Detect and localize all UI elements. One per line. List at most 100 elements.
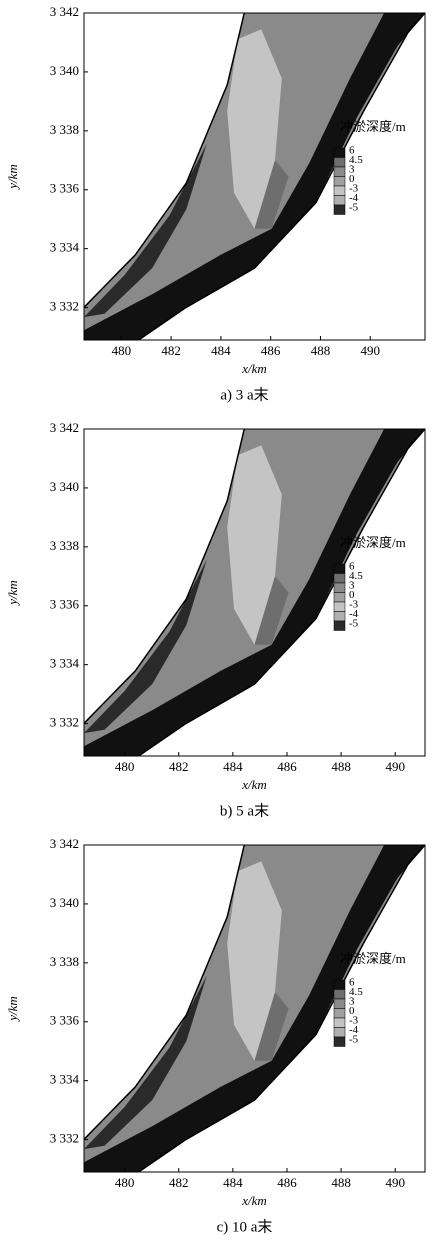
x-tick-label: 486 xyxy=(261,343,281,358)
panel: 480 482 484 486 488 490 3 332 3 334 3 336 3 338 3 … xyxy=(5,836,426,1235)
y-axis-label: y/km xyxy=(5,580,20,607)
x-axis-label: x/km xyxy=(241,1193,267,1208)
y-tick-label: 3 332 xyxy=(50,715,79,730)
y-axis-label: y/km xyxy=(5,996,20,1023)
bank-line xyxy=(138,13,425,340)
legend-label: -4 xyxy=(349,608,359,620)
sand-bar xyxy=(227,445,282,645)
y-tick-label: 3 336 xyxy=(50,1013,80,1028)
y-tick-label: 3 334 xyxy=(50,1072,80,1087)
legend-label: -4 xyxy=(349,192,359,204)
legend-swatch xyxy=(333,620,346,631)
legend-swatch xyxy=(333,1017,346,1028)
legend-swatch xyxy=(333,998,346,1009)
legend-label: 3 xyxy=(349,164,355,176)
x-tick-label: 488 xyxy=(311,343,331,358)
y-tick-label: 3 336 xyxy=(50,597,80,612)
y-tick-label: 3 342 xyxy=(50,4,79,19)
legend-swatch xyxy=(333,573,346,584)
bank-line xyxy=(84,13,246,308)
legend-swatch xyxy=(333,611,346,622)
legend-label: 6 xyxy=(349,977,355,989)
x-tick-label: 484 xyxy=(223,1175,243,1190)
legend-swatch xyxy=(333,979,346,990)
legend-swatch xyxy=(333,1008,346,1019)
y-tick-label: 3 332 xyxy=(50,299,79,314)
deep-channel xyxy=(84,845,425,1172)
legend-label: 0 xyxy=(349,589,355,601)
x-tick-label: 480 xyxy=(115,759,135,774)
x-tick-label: 480 xyxy=(115,1175,135,1190)
x-tick-label: 482 xyxy=(169,1175,189,1190)
x-axis-label: x/km xyxy=(241,777,267,792)
legend-label: -3 xyxy=(349,1015,359,1027)
bank-line xyxy=(84,429,246,724)
y-tick-label: 3 338 xyxy=(50,954,79,969)
legend-swatch xyxy=(333,204,346,215)
legend-swatch xyxy=(333,166,346,177)
panel: 480 482 484 486 488 490 3 332 3 334 3 336 3 338 3 … xyxy=(5,4,426,403)
bank-line xyxy=(138,845,425,1172)
legend-swatch xyxy=(333,147,346,158)
legend-label: -3 xyxy=(349,599,359,611)
legend-swatch xyxy=(333,157,346,168)
y-tick-label: 3 340 xyxy=(50,479,79,494)
x-tick-label: 490 xyxy=(360,343,380,358)
y-tick-label: 3 334 xyxy=(50,656,80,671)
panel: 480 482 484 486 488 490 3 332 3 334 3 336 3 338 3 … xyxy=(5,420,426,819)
deep-channel xyxy=(84,13,425,340)
legend-swatch xyxy=(333,989,346,1000)
y-tick-label: 3 342 xyxy=(50,836,79,851)
legend-label: 3 xyxy=(349,580,355,592)
x-tick-label: 486 xyxy=(277,759,297,774)
legend-label: 4.5 xyxy=(349,570,363,582)
legend-swatch xyxy=(333,592,346,603)
contour-field xyxy=(84,13,425,340)
sand-bar xyxy=(227,29,282,229)
bar-edge xyxy=(254,576,289,645)
y-tick-label: 3 340 xyxy=(50,63,79,78)
plot-frame xyxy=(83,12,426,341)
y-tick-label: 3 338 xyxy=(50,538,79,553)
x-tick-label: 484 xyxy=(211,343,231,358)
x-tick-label: 486 xyxy=(277,1175,297,1190)
plot-frame xyxy=(83,844,426,1173)
plot-frame xyxy=(83,428,426,757)
x-tick-label: 482 xyxy=(169,759,189,774)
legend-swatch xyxy=(333,582,346,593)
contour-field xyxy=(84,845,425,1172)
legend-title: 冲淤深度/m xyxy=(340,951,406,966)
legend-label: -3 xyxy=(349,183,359,195)
x-tick-label: 480 xyxy=(112,343,132,358)
legend-label: 0 xyxy=(349,173,355,185)
bar-edge xyxy=(254,160,289,229)
panel-caption: a) 3 a末 xyxy=(220,386,268,403)
x-tick-label: 484 xyxy=(223,759,243,774)
deep-channel xyxy=(84,429,425,756)
legend-label: 6 xyxy=(349,561,355,573)
bank-line xyxy=(138,429,425,756)
legend-swatch xyxy=(333,1027,346,1038)
legend-title: 冲淤深度/m xyxy=(340,119,406,134)
x-axis-label: x/km xyxy=(241,361,267,376)
panel-caption: b) 5 a末 xyxy=(220,802,269,819)
legend-label: 4.5 xyxy=(349,154,363,166)
x-tick-label: 482 xyxy=(161,343,181,358)
legend-swatch xyxy=(333,563,346,574)
y-tick-label: 3 338 xyxy=(50,122,79,137)
y-axis-label: y/km xyxy=(5,164,20,191)
x-tick-label: 490 xyxy=(385,1175,405,1190)
legend-swatch xyxy=(333,1036,346,1047)
y-tick-label: 3 332 xyxy=(50,1131,79,1146)
y-tick-label: 3 334 xyxy=(50,240,80,255)
legend-label: 3 xyxy=(349,996,355,1008)
legend-label: 0 xyxy=(349,1005,355,1017)
legend-swatch xyxy=(333,601,346,612)
y-tick-label: 3 342 xyxy=(50,420,79,435)
contour-field xyxy=(84,429,425,756)
legend-swatch xyxy=(333,195,346,206)
sand-bar xyxy=(227,861,282,1061)
legend-label: -5 xyxy=(349,618,359,630)
legend-swatch xyxy=(333,176,346,187)
